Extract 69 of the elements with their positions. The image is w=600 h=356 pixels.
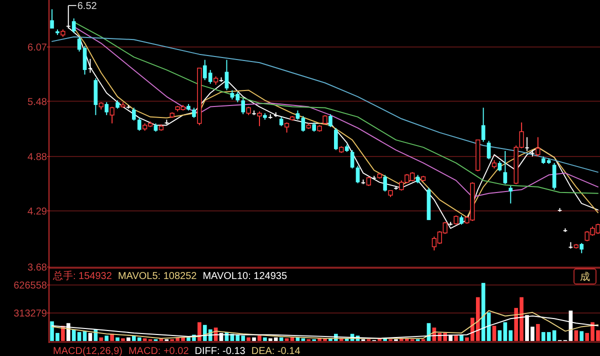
y-tick-label: 4.29 — [28, 206, 48, 218]
candlestick — [284, 122, 290, 134]
bar — [263, 337, 267, 341]
bar — [258, 336, 262, 341]
candlestick — [77, 36, 82, 52]
text: DEA: -0.14 — [251, 346, 301, 356]
bar — [498, 330, 502, 341]
bar — [580, 331, 584, 341]
candlestick — [366, 176, 371, 186]
candlestick — [536, 136, 540, 158]
candlestick — [350, 150, 354, 169]
candlestick — [224, 59, 229, 91]
candlestick — [241, 98, 246, 115]
candlestick — [132, 107, 136, 122]
bar — [492, 326, 496, 341]
candlestick — [508, 185, 513, 204]
line-series — [52, 310, 598, 339]
candlestick — [328, 114, 332, 128]
bar — [536, 324, 540, 341]
candlestick — [192, 107, 196, 118]
candlestick — [356, 165, 360, 184]
candlestick — [486, 140, 491, 160]
y-tick-label: 3.68 — [28, 262, 48, 274]
annotation: 6.52 — [77, 1, 98, 12]
text: MACD(12,26,9) — [53, 346, 122, 356]
y-tick-label: 626558 — [14, 280, 48, 292]
candlestick — [503, 150, 508, 185]
bar — [121, 338, 125, 341]
bar — [198, 322, 202, 341]
text: MACD: +0.02 — [128, 346, 190, 356]
candlestick — [312, 122, 316, 132]
candlestick — [498, 160, 502, 172]
bar — [88, 332, 92, 341]
candlestick — [580, 242, 584, 254]
y-tick-label: 313279 — [14, 308, 48, 320]
candlestick — [454, 214, 458, 226]
candlestick — [82, 46, 87, 76]
candlestick — [525, 136, 529, 152]
y-tick-label: 4.88 — [28, 152, 48, 164]
candlestick — [383, 174, 387, 192]
candlestick — [137, 117, 142, 132]
y-tick-label: 5.48 — [28, 96, 48, 108]
candlestick — [50, 8, 54, 30]
candlestick — [460, 214, 464, 226]
bar — [574, 330, 578, 341]
bar — [104, 336, 109, 341]
annotation: 成 — [580, 271, 590, 283]
candlestick — [88, 58, 92, 74]
text: DIFF: -0.13 — [194, 346, 246, 356]
annotation: MAVOL10: 124935 — [202, 271, 288, 282]
candlestick — [334, 127, 338, 151]
candlestick — [72, 18, 76, 34]
bar — [99, 337, 104, 341]
y-tick-label: 6.07 — [28, 42, 48, 54]
candlestick — [481, 107, 486, 142]
candlestick — [322, 114, 328, 125]
annotation: MAVOL5: 108252 — [118, 271, 198, 282]
bar — [252, 337, 256, 341]
annotation: 总手: 154932 — [52, 270, 112, 282]
line-series — [52, 36, 598, 173]
bar — [246, 337, 250, 341]
candlestick — [257, 110, 262, 127]
candlestick — [552, 162, 556, 190]
bar — [454, 336, 458, 341]
bar — [116, 337, 120, 341]
candlestick — [104, 102, 109, 116]
bar — [110, 334, 114, 341]
candlestick — [110, 106, 114, 124]
bar — [126, 337, 130, 341]
